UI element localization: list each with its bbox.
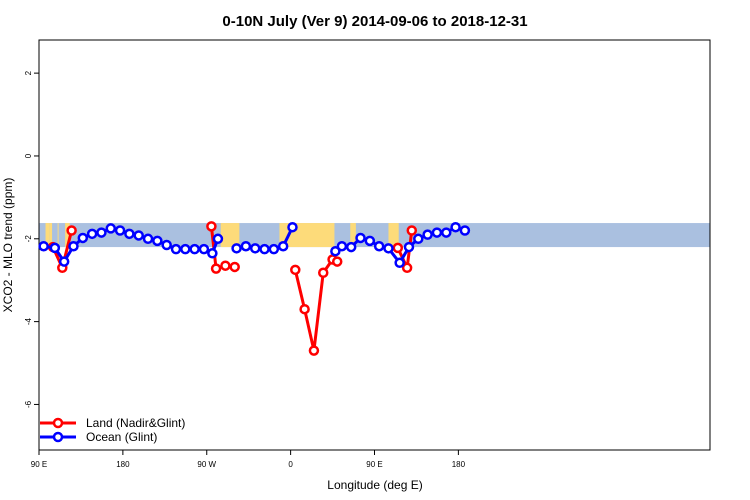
land-region-3 — [65, 223, 70, 248]
land-point-1-2 — [220, 260, 231, 271]
ocean-point-0-9 — [124, 228, 135, 240]
land-point-3-2 — [406, 225, 418, 236]
ocean-point-2-12 — [441, 227, 452, 238]
ocean-point-2-0 — [330, 245, 341, 257]
ocean-point-1-5 — [277, 240, 289, 252]
land-region-7 — [388, 223, 399, 248]
land-point-2-1 — [299, 303, 310, 315]
ocean-point-2-9 — [413, 233, 424, 245]
land-point-2-5 — [331, 256, 343, 267]
land-point-2-0 — [290, 264, 301, 276]
ocean-point-2-10 — [422, 229, 433, 240]
ocean-point-1-3 — [259, 243, 270, 255]
ocean-point-0-17 — [198, 243, 210, 255]
ocean-point-1-2 — [249, 243, 261, 254]
ocean-point-0-7 — [105, 223, 117, 234]
land-region-0 — [45, 223, 50, 248]
legend: Land (Nadir&Glint) Ocean (Glint) — [40, 416, 185, 444]
land-region-6 — [350, 223, 356, 248]
ocean-point-1-0 — [231, 243, 242, 254]
legend-land-marker — [52, 417, 64, 429]
y-tick-label-1: 0 — [24, 153, 33, 158]
ocean-point-2-4 — [364, 235, 376, 247]
land-point-1-1 — [210, 263, 222, 274]
x-tick-label-3: 0 — [288, 460, 293, 469]
ocean-point-0-5 — [86, 228, 98, 240]
land-region-2 — [57, 223, 59, 248]
x-tick-label-5: 180 — [452, 460, 466, 469]
y-tick-label-4: -6 — [24, 400, 33, 408]
land-point-3-0 — [392, 242, 404, 254]
land-point-1-0 — [206, 221, 217, 232]
x-tick-label-1: 180 — [116, 460, 130, 469]
land-point-2-2 — [308, 345, 320, 356]
ocean-point-0-1 — [49, 242, 61, 254]
ocean-point-0-8 — [114, 225, 126, 236]
ocean-point-0-16 — [189, 243, 200, 255]
ocean-point-1-4 — [268, 243, 280, 255]
ocean-point-0-2 — [58, 256, 70, 267]
legend-ocean-marker — [52, 431, 64, 443]
x-tick-label-4: 90 E — [366, 460, 382, 469]
ocean-point-2-7 — [394, 257, 405, 269]
ocean-point-2-11 — [431, 227, 443, 238]
x-tick-label-2: 90 W — [197, 460, 216, 469]
x-axis: 90 E 180 90 W 0 90 E 180 — [31, 450, 466, 469]
ocean-point-1-1 — [240, 240, 252, 252]
y-tick-label-0: 2 — [24, 70, 33, 75]
legend-ocean-label: Ocean (Glint) — [86, 430, 157, 444]
ocean-point-0-6 — [96, 227, 107, 238]
ocean-point-2-1 — [336, 240, 348, 252]
ocean-point-0-14 — [170, 243, 182, 255]
x-axis-label: Longitude (deg E) — [327, 478, 422, 492]
chart-title: 0-10N July (Ver 9) 2014-09-06 to 2018-12… — [222, 13, 527, 30]
ocean-point-2-6 — [383, 243, 394, 254]
land-point-1-3 — [229, 261, 240, 273]
y-axis-label: XCO2 - MLO trend (ppm) — [1, 178, 15, 313]
land-point-2-3 — [317, 267, 329, 278]
series-layer — [38, 221, 471, 356]
ocean-point-0-13 — [161, 239, 172, 251]
ocean-point-2-8 — [403, 241, 415, 253]
land-point-3-1 — [401, 262, 413, 274]
ocean-point-2-14 — [459, 225, 471, 236]
ocean-point-2-3 — [355, 232, 366, 244]
ocean-point-2-5 — [373, 240, 385, 252]
ocean-point-0-0 — [38, 240, 49, 252]
ocean-point-0-3 — [68, 240, 79, 252]
ocean-point-2-2 — [345, 241, 357, 253]
ocean-point-2-13 — [450, 221, 461, 233]
y-tick-label-2: -2 — [24, 235, 33, 243]
ocean-point-0-11 — [142, 233, 154, 245]
ocean-point-0-15 — [180, 243, 191, 255]
ocean-point-0-10 — [133, 230, 144, 241]
land-region-4 — [220, 223, 240, 248]
land-point-0-2 — [66, 225, 77, 236]
ocean-point-0-12 — [152, 235, 163, 247]
ocean-point-0-4 — [77, 232, 89, 244]
legend-land-label: Land (Nadir&Glint) — [86, 416, 185, 430]
x-tick-label-0: 90 E — [31, 460, 47, 469]
y-axis: 2 0 -2 -4 -6 — [24, 70, 39, 408]
ocean-point-0-18 — [207, 248, 218, 259]
land-region-1 — [49, 223, 53, 248]
y-tick-label-3: -4 — [24, 318, 33, 326]
ocean-point-0-19 — [212, 233, 224, 245]
ocean-point-1-6 — [287, 221, 298, 233]
